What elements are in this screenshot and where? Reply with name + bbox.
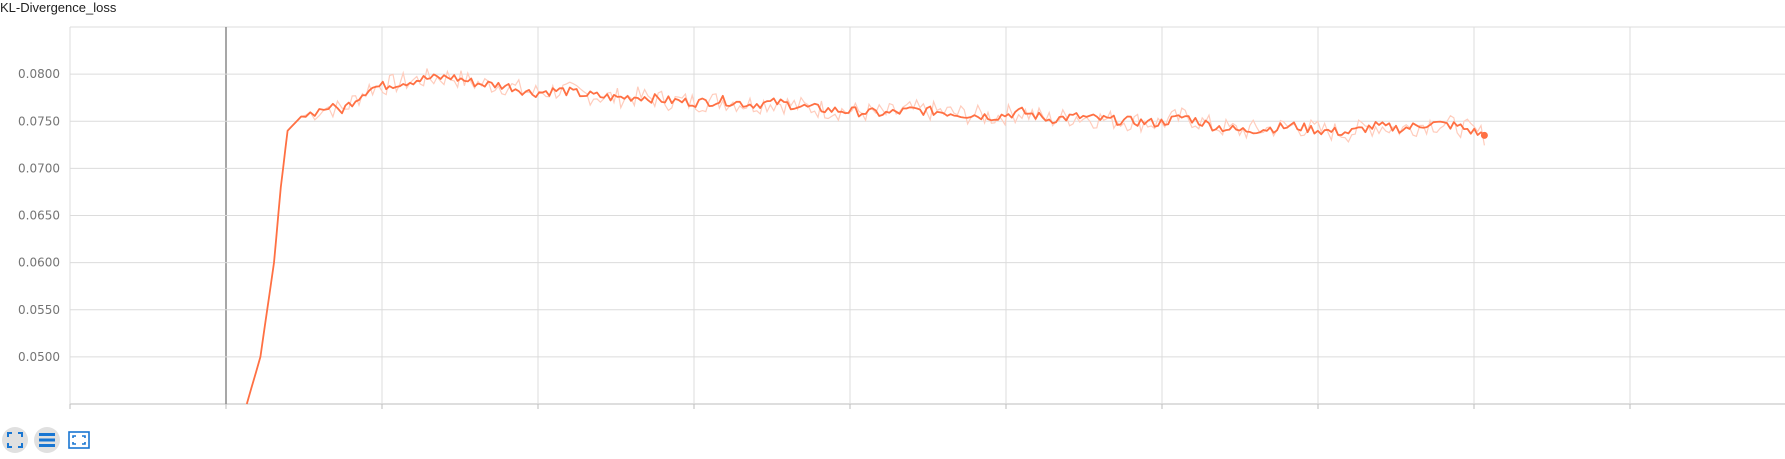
raw-series-line [246,68,1485,405]
fit-domain-icon [7,432,23,448]
y-tick-label: 0.0500 [18,350,60,364]
log-scale-button[interactable] [34,427,60,453]
expand-icon [68,431,90,449]
y-tick-label: 0.0750 [18,114,60,128]
expand-button[interactable] [66,427,92,453]
y-tick-label: 0.0800 [18,67,60,81]
y-tick-label: 0.0700 [18,161,60,175]
y-tick-label: 0.0600 [18,256,60,270]
plot-area [245,68,1488,405]
chart-toolbar [2,427,92,453]
line-chart[interactable]: 0.0500 0.0550 0.0600 0.0650 0.0700 0.0750 0.08… [0,0,1785,420]
chart-title: KL-Divergence_loss [0,0,117,15]
log-scale-icon [39,433,55,447]
y-tick-label: 0.0550 [18,303,60,317]
smoothed-series-line [245,73,1485,405]
y-axis: 0.0500 0.0550 0.0600 0.0650 0.0700 0.0750 0.08… [18,67,60,364]
fit-domain-button[interactable] [2,427,28,453]
chart-grid [69,26,1785,409]
y-tick-label: 0.0650 [18,209,60,223]
last-point-marker [1480,131,1488,139]
